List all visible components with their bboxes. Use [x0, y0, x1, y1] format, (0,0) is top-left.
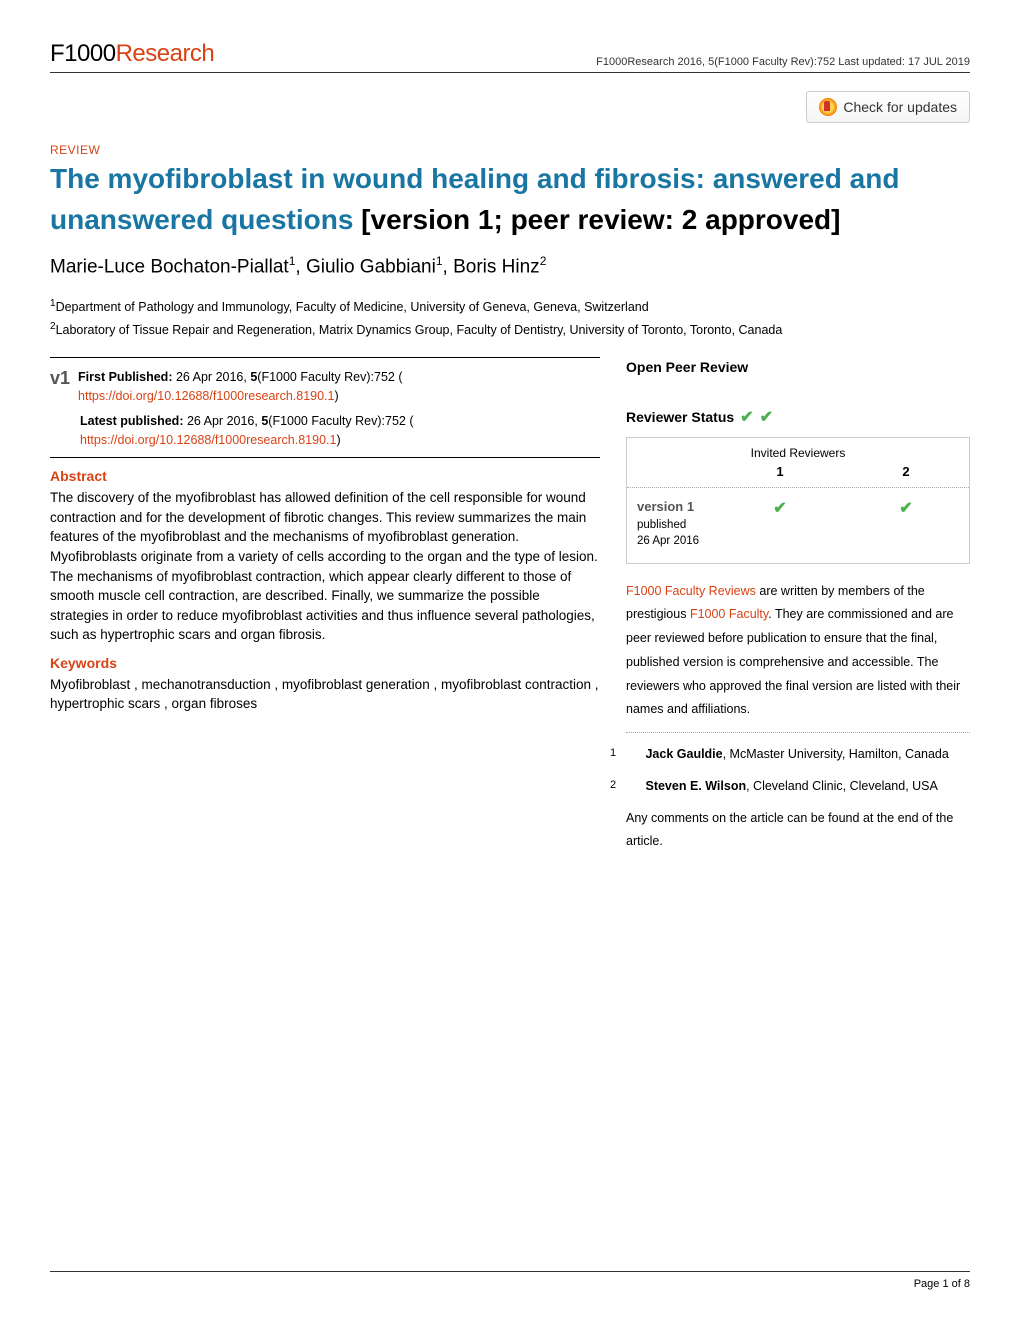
reviewer-2-status: ✔ [843, 498, 969, 548]
author-1: Marie-Luce Bochaton-Piallat [50, 257, 289, 278]
faculty-link[interactable]: F1000 Faculty [690, 607, 768, 621]
faculty-description: F1000 Faculty Reviews are written by mem… [626, 580, 970, 723]
updates-button-label: Check for updates [843, 99, 957, 115]
page-header: F1000Research F1000Research 2016, 5(F100… [50, 40, 970, 73]
logo-suffix: Research [116, 40, 215, 67]
check-icon: ✔ [760, 407, 773, 427]
check-updates-button[interactable]: Check for updates [806, 91, 970, 123]
invited-reviewers-label: Invited Reviewers [627, 438, 969, 464]
keywords-text: Myofibroblast , mechanotransduction , my… [50, 675, 600, 714]
reviewers-list: 1 Jack Gauldie, McMaster University, Ham… [626, 743, 970, 799]
reviewer-status: Reviewer Status ✔ ✔ [626, 407, 970, 427]
latest-published: Latest published: 26 Apr 2016, 5(F1000 F… [50, 412, 600, 450]
site-logo: F1000Research [50, 40, 214, 68]
keywords-label: Keywords [50, 655, 600, 671]
affiliation-1: 1Department of Pathology and Immunology,… [50, 295, 970, 318]
check-icon: ✔ [899, 500, 912, 517]
abstract-label: Abstract [50, 468, 600, 484]
reviewer-entry-1: 1 Jack Gauldie, McMaster University, Ham… [628, 743, 970, 767]
main-columns: v1 First Published: 26 Apr 2016, 5(F1000… [50, 349, 970, 854]
page-footer: Page 1 of 8 [50, 1271, 970, 1290]
page-number: Page 1 of 8 [914, 1278, 970, 1290]
title-suffix: [version 1; peer review: 2 approved] [353, 204, 840, 235]
author-3: Boris Hinz [453, 257, 540, 278]
reviewer-entry-2: 2 Steven E. Wilson, Cleveland Clinic, Cl… [628, 775, 970, 799]
dotted-divider [626, 732, 970, 733]
article-type-label: REVIEW [50, 143, 970, 157]
author-3-sup: 2 [540, 254, 547, 268]
version-block: v1 First Published: 26 Apr 2016, 5(F1000… [50, 368, 600, 406]
left-column: v1 First Published: 26 Apr 2016, 5(F1000… [50, 349, 600, 854]
check-icon: ✔ [773, 500, 786, 517]
faculty-reviews-link[interactable]: F1000 Faculty Reviews [626, 584, 756, 598]
version-cell: version 1 published 26 Apr 2016 [627, 498, 717, 548]
citation-line: F1000Research 2016, 5(F1000 Faculty Rev)… [596, 56, 970, 68]
divider [50, 457, 600, 458]
updates-icon [819, 98, 837, 116]
reviewer-col-2: 2 [843, 464, 969, 479]
comments-note: Any comments on the article can be found… [626, 807, 970, 855]
divider [50, 357, 600, 358]
version-label: v1 [50, 368, 70, 389]
check-icon: ✔ [740, 407, 753, 427]
review-table-body: version 1 published 26 Apr 2016 ✔ ✔ [627, 488, 969, 562]
author-1-sup: 1 [289, 254, 296, 268]
author-2-sup: 1 [436, 254, 443, 268]
abstract-text: The discovery of the myofibroblast has a… [50, 488, 600, 645]
reviewer-columns: 1 2 [627, 464, 969, 487]
reviewer-col-1: 1 [717, 464, 843, 479]
peer-review-heading: Open Peer Review [626, 359, 970, 375]
doi-link-2[interactable]: https://doi.org/10.12688/f1000research.8… [80, 433, 336, 447]
affiliations: 1Department of Pathology and Immunology,… [50, 295, 970, 342]
affiliation-2: 2Laboratory of Tissue Repair and Regener… [50, 318, 970, 341]
reviewer-1-status: ✔ [717, 498, 843, 548]
right-column: Open Peer Review Reviewer Status ✔ ✔ Inv… [626, 349, 970, 854]
logo-prefix: F1000 [50, 40, 116, 67]
authors-line: Marie-Luce Bochaton-Piallat1, Giulio Gab… [50, 254, 970, 278]
doi-link-1[interactable]: https://doi.org/10.12688/f1000research.8… [78, 389, 334, 403]
review-status-table: Invited Reviewers 1 2 version 1 publishe… [626, 437, 970, 563]
article-title: The myofibroblast in wound healing and f… [50, 159, 970, 240]
first-published: First Published: 26 Apr 2016, 5(F1000 Fa… [78, 368, 402, 406]
author-2: Giulio Gabbiani [306, 257, 436, 278]
